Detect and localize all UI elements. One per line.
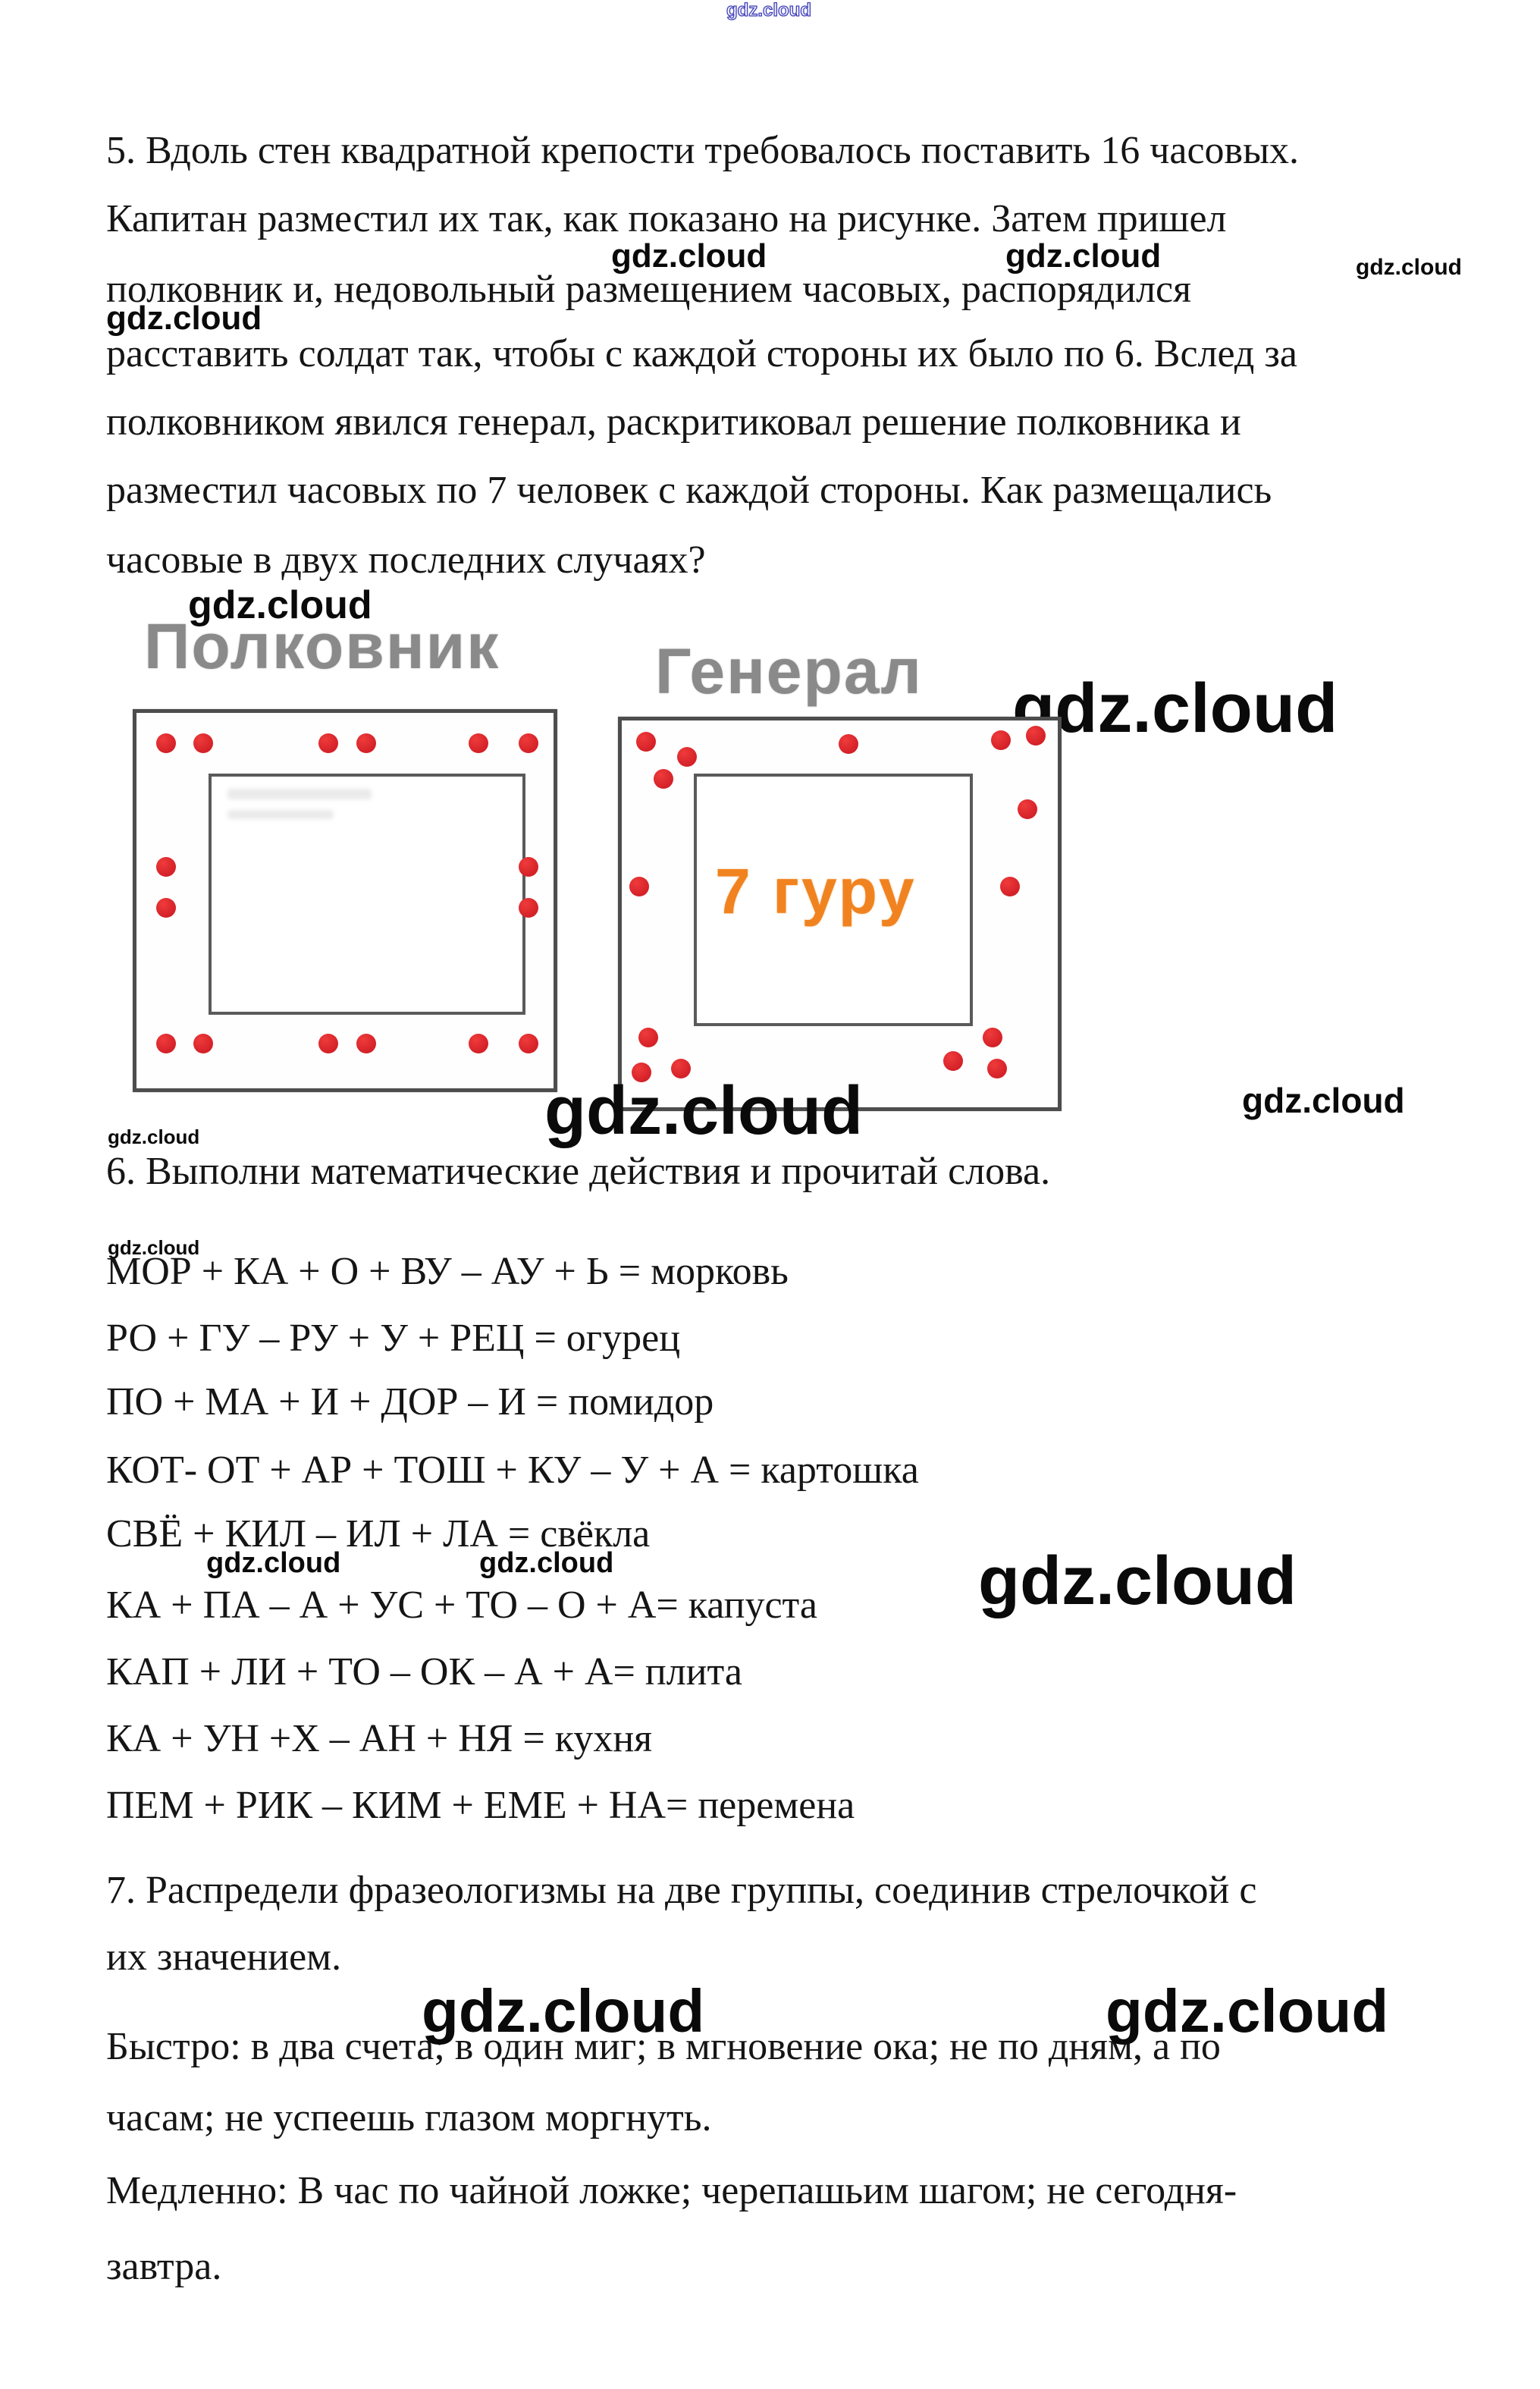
guard-dot [318, 1033, 338, 1053]
guard-dot [155, 1033, 176, 1053]
guard-dot [519, 898, 538, 918]
problem5-line-2: Капитан разместил их так, как показано н… [106, 197, 1227, 240]
watermark-sve-a: gdz.cloud [206, 1547, 341, 1579]
watermark-paragraph-a: gdz.cloud [611, 237, 767, 275]
watermark-paragraph-left: gdz.cloud [106, 300, 262, 337]
guard-dot [653, 768, 673, 789]
problem7-line-5: Медленно: В час по чайной ложке; черепаш… [106, 2169, 1237, 2212]
problem5-line-1: 5. Вдоль стен квадратной крепости требов… [106, 129, 1300, 172]
watermark-equations-right: gdz.cloud [978, 1543, 1297, 1619]
guard-dot [638, 1028, 658, 1048]
guard-dot [986, 1059, 1007, 1078]
watermark-top-blue: gdz.cloud [726, 0, 811, 20]
problem5-line-6: разместил часовых по 7 человек с каждой … [106, 469, 1272, 512]
problem7-line-1: 7. Распредели фразеологизмы на две групп… [106, 1869, 1257, 1912]
guard-dot [519, 1033, 538, 1053]
watermark-bottom-b: gdz.cloud [1106, 1977, 1389, 2045]
guard-dot [519, 733, 538, 753]
guard-dot [519, 856, 538, 877]
watermark-paragraph-small-right: gdz.cloud [1356, 255, 1462, 280]
equation-pomidor: ПО + МА + И + ДОР – И = помидор [106, 1380, 714, 1424]
watermark-bottom-a: gdz.cloud [422, 1977, 705, 2045]
problem5-line-3: полковник и, недовольный размещением час… [106, 268, 1192, 311]
watermark-above-colonel: gdz.cloud [188, 583, 372, 627]
watermark-right-of-general: gdz.cloud [1012, 670, 1338, 747]
guard-dot [635, 732, 656, 752]
general-label: Генерал [655, 636, 923, 707]
colonel-label: Полковник [144, 611, 500, 682]
guard-dot [943, 1050, 963, 1071]
equation-plita: КАП + ЛИ + ТО – ОК – А + А= плита [106, 1650, 742, 1694]
guard-dot [629, 877, 649, 897]
general-inner-square [694, 774, 973, 1026]
problem7-line-3: Быстро: в два счета; в один миг; в мгнов… [106, 2025, 1221, 2068]
watermark-right-mid: gdz.cloud [1242, 1081, 1405, 1120]
guru-watermark: 7 гуру [715, 855, 917, 927]
equation-svekla: СВЁ + КИЛ – ИЛ + ЛА = свёкла [106, 1512, 651, 1556]
watermark-small-above-equations: gdz.cloud [108, 1236, 200, 1259]
equation-kartoshka: КОТ- ОТ + АР + ТОШ + КУ – У + А = картош… [106, 1449, 919, 1492]
colonel-square [133, 709, 557, 1092]
guard-dot [469, 1033, 488, 1053]
guard-dot [999, 877, 1020, 897]
equation-kuhnya: КА + УН +Х – АН + НЯ = кухня [106, 1717, 653, 1760]
guard-dot [155, 733, 176, 753]
scan-artifact [227, 810, 334, 819]
problem5-line-7: часовые в двух последних случаях? [106, 538, 706, 582]
scan-artifact [227, 789, 372, 799]
problem5-line-5: полковником явился генерал, раскритикова… [106, 400, 1241, 444]
guard-dot [1026, 726, 1046, 746]
problem7-line-4: часам; не успеешь глазом моргнуть. [106, 2096, 712, 2139]
watermark-small-above-title6: gdz.cloud [108, 1125, 200, 1148]
guard-dot [991, 730, 1012, 750]
guard-dot [155, 856, 176, 877]
guard-dot [356, 733, 376, 753]
guard-dot [670, 1059, 691, 1078]
guard-dot [631, 1063, 651, 1083]
equation-ogurec: РО + ГУ – РУ + У + РЕЦ = огурец [106, 1317, 681, 1360]
guard-dot [318, 733, 338, 753]
equation-morkov: МОР + КА + О + ВУ – АУ + Ь = морковь [106, 1250, 789, 1293]
problem6-title: 6. Выполни математические действия и про… [106, 1150, 1051, 1193]
guard-dot [677, 747, 698, 768]
guard-dot [356, 1033, 376, 1053]
problem7-line-2: их значением. [106, 1935, 342, 1979]
guard-dot [193, 733, 213, 753]
guard-dot [982, 1028, 1002, 1048]
guard-dot [155, 898, 176, 918]
general-square: 7 гуру [618, 717, 1062, 1111]
watermark-sve-b: gdz.cloud [479, 1547, 614, 1579]
problem7-line-6: завтра. [106, 2245, 222, 2288]
guard-dot [469, 733, 488, 753]
watermark-paragraph-b: gdz.cloud [1005, 237, 1162, 275]
guard-dot [193, 1033, 213, 1053]
equation-kapusta: КА + ПА – А + УС + ТО – О + А= капуста [106, 1584, 817, 1627]
guard-dot [1017, 799, 1037, 820]
equation-peremena: ПЕМ + РИК – КИМ + ЕМЕ + НА= перемена [106, 1784, 855, 1827]
guard-dot [839, 733, 858, 754]
watermark-center-big: gdz.cloud [544, 1073, 863, 1149]
problem5-line-4: расставить солдат так, чтобы с каждой ст… [106, 332, 1297, 375]
